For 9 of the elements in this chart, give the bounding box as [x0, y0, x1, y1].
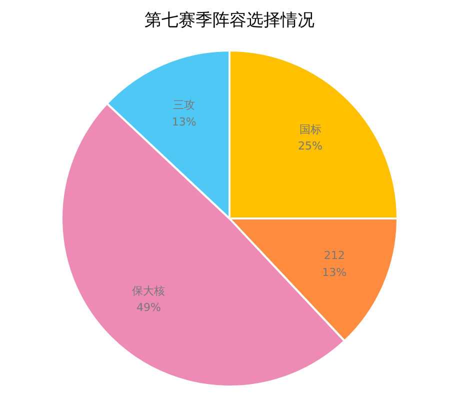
slice-label: 三攻: [173, 98, 196, 112]
slice-label: 国标: [299, 122, 322, 136]
data-label: 25%: [298, 140, 323, 153]
slice-label: 212: [324, 248, 345, 262]
data-label: 49%: [136, 301, 161, 314]
slice-label: 保大核: [132, 284, 166, 298]
data-label: 13%: [172, 116, 196, 129]
chart-title: 第七赛季阵容选择情况: [144, 10, 314, 30]
data-label: 13%: [322, 266, 347, 279]
